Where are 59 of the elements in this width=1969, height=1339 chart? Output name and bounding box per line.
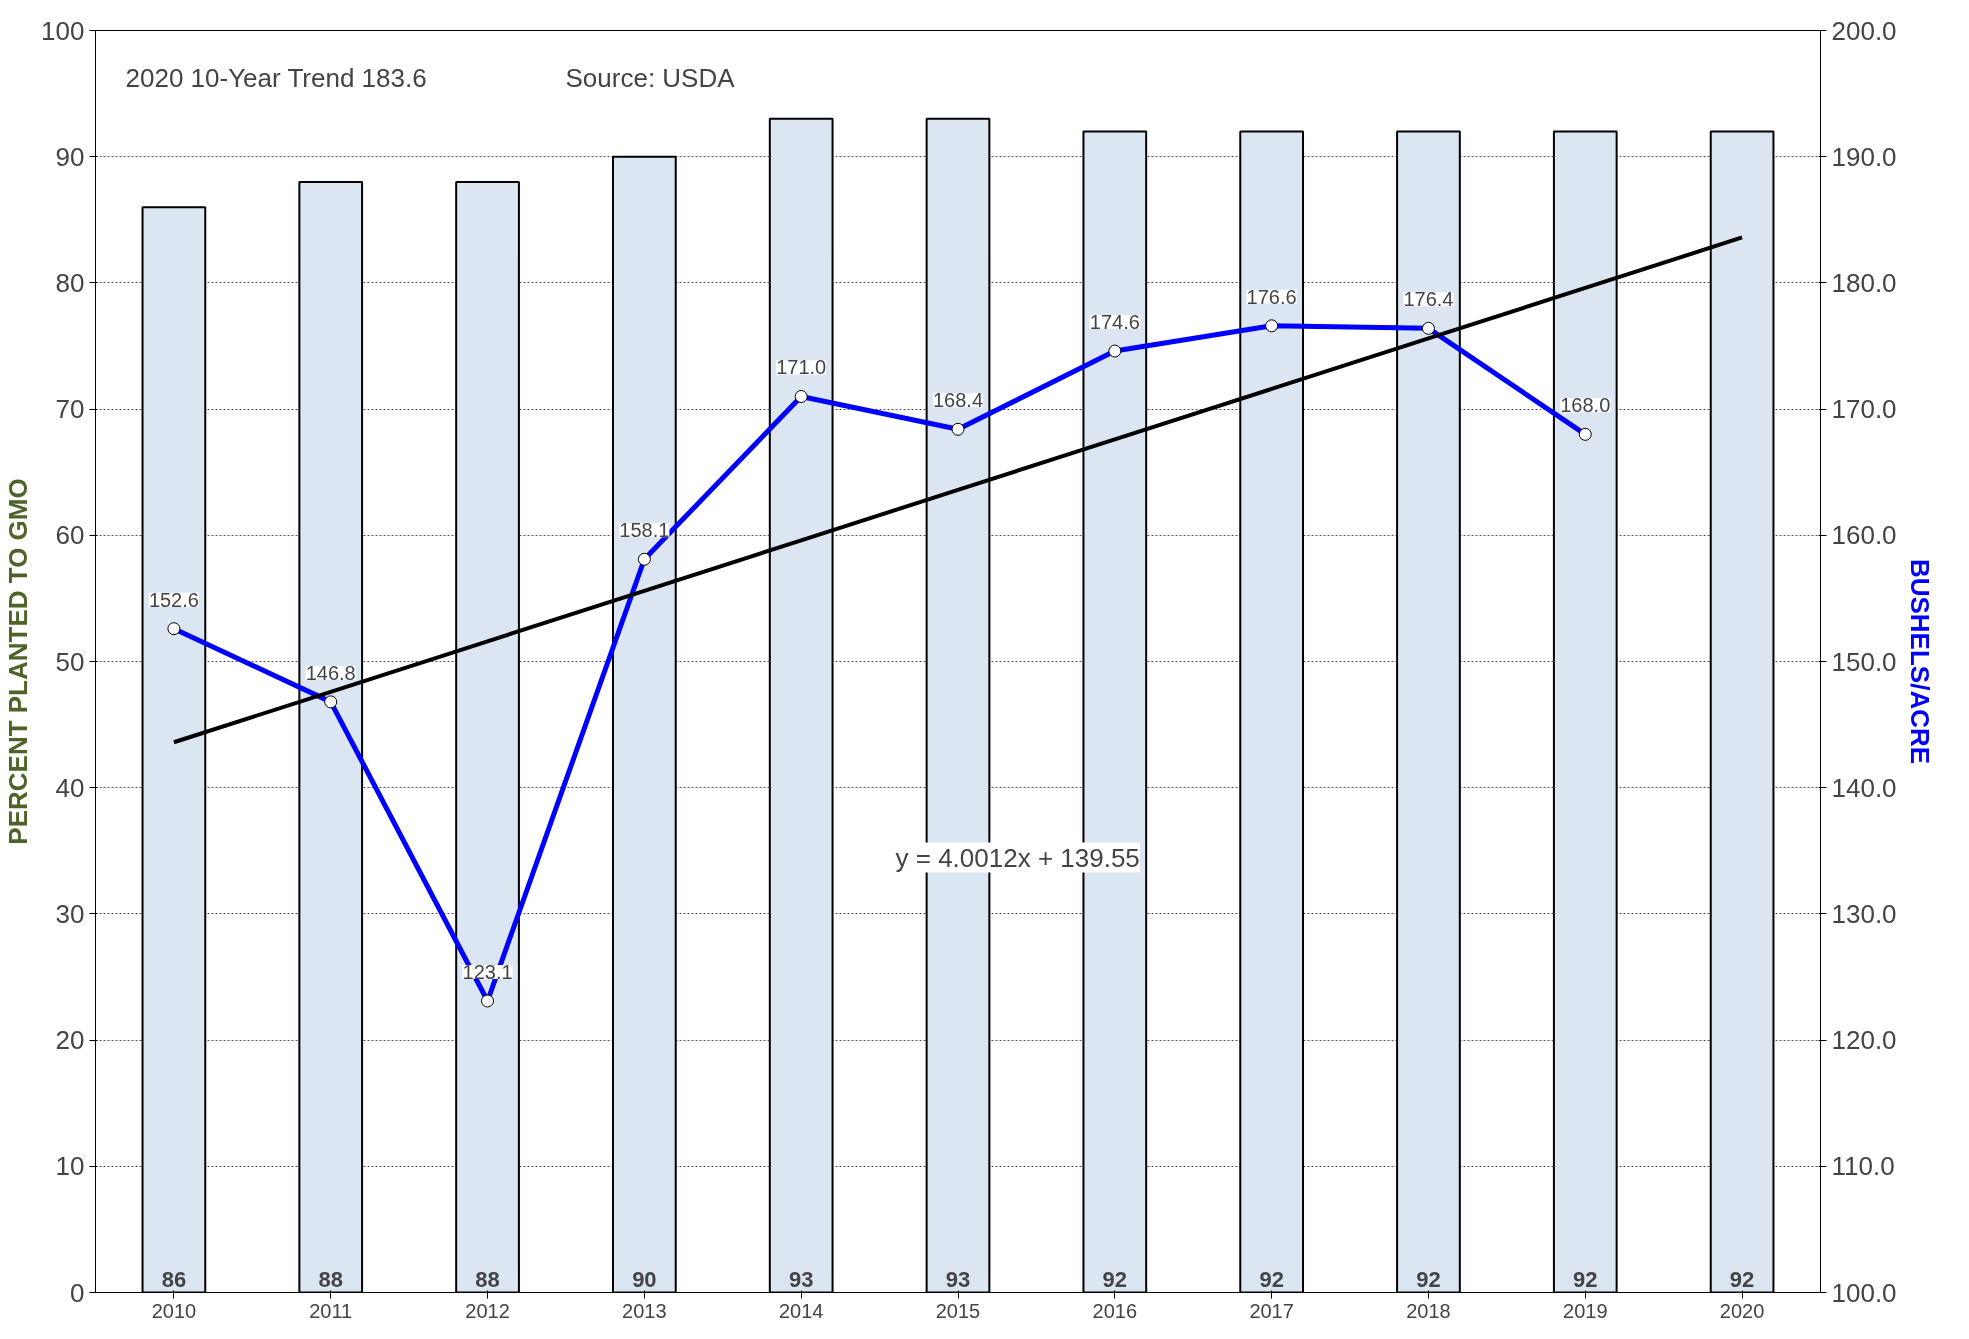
x-tick-label: 2018	[1406, 1299, 1451, 1322]
data-label: 92	[1259, 1266, 1284, 1292]
y2-tick-label: 170.0	[1831, 394, 1897, 425]
y-axis-title: PERCENT PLANTED TO GMO	[3, 478, 34, 845]
y-tick-label: 0	[70, 1277, 85, 1308]
y-tick-label: 30	[55, 898, 85, 929]
x-tick-label: 2014	[778, 1299, 824, 1322]
y-tick-label: 20	[55, 1025, 85, 1056]
data-label: 92	[1102, 1266, 1128, 1292]
annotation: y = 4.0012x + 139.55	[895, 842, 1140, 873]
y2-tick-label: 190.0	[1831, 141, 1897, 172]
data-label: 174.6	[1089, 311, 1140, 334]
data-label: 168.0	[1560, 394, 1611, 417]
data-label: 171.0	[776, 356, 827, 379]
y-tick-label: 60	[55, 520, 85, 551]
y2-tick-label: 110.0	[1831, 1151, 1895, 1182]
y2-tick-label: 200.0	[1831, 15, 1897, 46]
y2-tick-label: 100.0	[1831, 1277, 1897, 1308]
data-label: 123.1	[462, 960, 513, 983]
data-label: 86	[161, 1266, 187, 1292]
x-tick-label: 2013	[622, 1299, 667, 1322]
y2-tick-label: 120.0	[1831, 1025, 1897, 1056]
data-label: 93	[788, 1266, 814, 1292]
y2-tick-label: 180.0	[1831, 267, 1897, 298]
data-label: 176.6	[1246, 285, 1297, 308]
y2-tick-label: 150.0	[1831, 646, 1897, 677]
y-tick-label: 90	[55, 141, 85, 172]
data-label: 158.1	[619, 519, 670, 542]
x-tick-label: 2010	[151, 1299, 197, 1322]
y-tick-label: 70	[55, 394, 85, 425]
y-tick-label: 100	[41, 15, 85, 46]
x-tick-label: 2011	[309, 1299, 353, 1322]
y2-tick-label: 140.0	[1831, 772, 1897, 803]
data-label: 88	[318, 1266, 343, 1292]
y-tick-label: 80	[55, 267, 85, 298]
data-label: 93	[945, 1266, 971, 1292]
data-label: 90	[632, 1266, 657, 1292]
data-label: 92	[1416, 1266, 1441, 1292]
x-tick-label: 2012	[465, 1299, 510, 1322]
data-label: 92	[1729, 1266, 1755, 1292]
data-label: 168.4	[932, 389, 984, 412]
x-tick-label: 2017	[1249, 1299, 1294, 1322]
y2-tick-label: 160.0	[1831, 520, 1897, 551]
annotation: Source: USDA	[565, 62, 736, 93]
x-tick-label: 2019	[1563, 1299, 1608, 1322]
y-tick-label: 40	[55, 772, 85, 803]
y-tick-label: 50	[55, 646, 85, 677]
y-tick-label: 10	[55, 1151, 85, 1182]
x-tick-label: 2020	[1719, 1299, 1765, 1322]
data-label: 88	[475, 1266, 500, 1292]
data-label: 146.8	[305, 661, 356, 684]
data-label: 152.6	[148, 588, 199, 611]
data-label: 176.4	[1403, 288, 1454, 311]
y2-axis-title: BUSHELS/ACRE	[1904, 558, 1935, 765]
y2-tick-label: 130.0	[1831, 898, 1897, 929]
data-label: 92	[1573, 1266, 1598, 1292]
x-tick-label: 2016	[1092, 1299, 1138, 1322]
x-tick-label: 2015	[935, 1299, 981, 1322]
annotation: 2020 10-Year Trend 183.6	[125, 62, 427, 93]
